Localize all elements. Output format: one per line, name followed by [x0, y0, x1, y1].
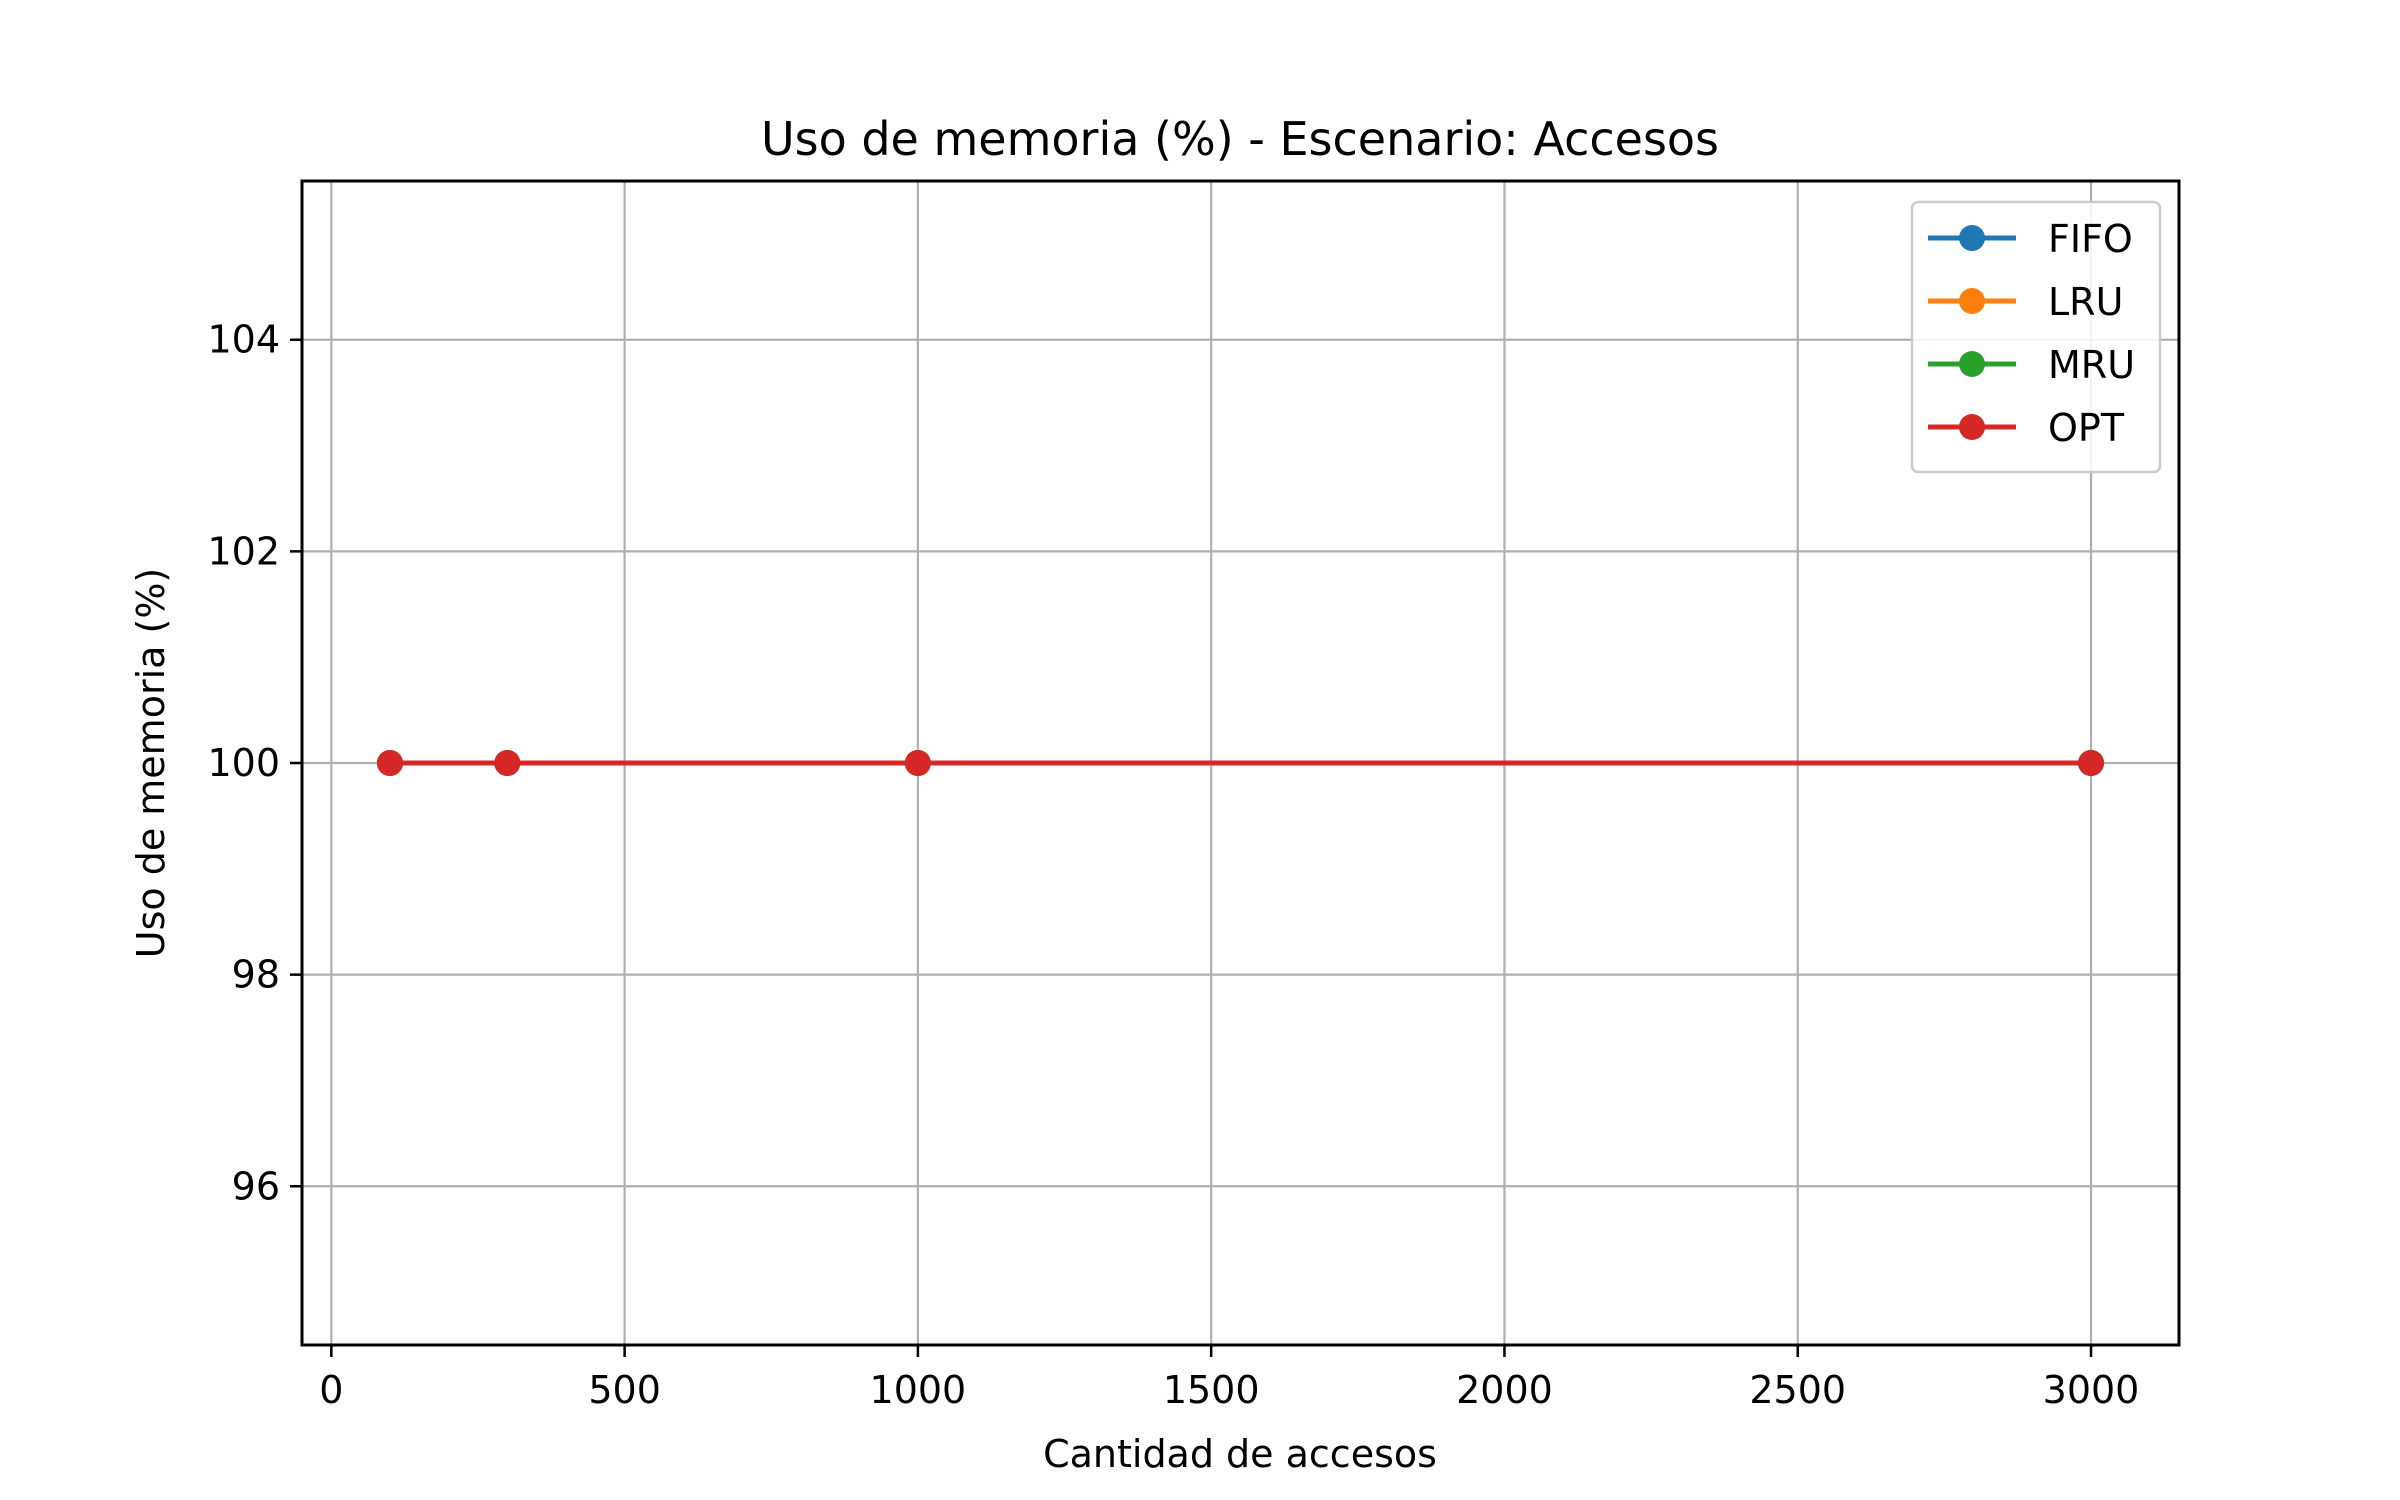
x-tick-label: 2500 — [1749, 1368, 1846, 1412]
chart-title: Uso de memoria (%) - Escenario: Accesos — [761, 112, 1719, 166]
legend-label: FIFO — [2048, 217, 2133, 261]
legend-box — [1910, 200, 2162, 474]
legend-swatch-marker — [1959, 351, 1985, 377]
legend-label: OPT — [2048, 406, 2125, 450]
legend-swatch-marker — [1959, 414, 1985, 440]
data-point-opt — [494, 750, 521, 776]
legend-item-mru: MRU — [1928, 343, 2135, 387]
legend-label: LRU — [2048, 280, 2123, 324]
legend-item-opt: OPT — [1928, 406, 2125, 450]
legend: FIFO LRU MRU OPT — [1910, 200, 2162, 474]
legend-swatch-marker — [1959, 288, 1985, 314]
x-tick-label: 1000 — [870, 1368, 967, 1412]
x-axis: 0 500 1000 1500 2000 2500 3000 — [319, 1345, 2139, 1412]
series-layer — [376, 750, 2105, 776]
y-axis: 96 98 100 102 104 — [207, 318, 302, 1208]
y-tick-label: 100 — [207, 741, 280, 785]
data-point-opt — [904, 750, 931, 776]
legend-item-fifo: FIFO — [1928, 217, 2133, 261]
y-tick-label: 102 — [207, 529, 280, 573]
x-tick-label: 500 — [588, 1368, 661, 1412]
y-axis-title: Uso de memoria (%) — [129, 568, 173, 958]
series-opt — [376, 750, 2105, 776]
y-tick-label: 104 — [207, 318, 280, 362]
legend-swatch-marker — [1959, 225, 1985, 251]
x-tick-label: 2000 — [1456, 1368, 1553, 1412]
legend-label: MRU — [2048, 343, 2135, 387]
x-axis-title: Cantidad de accesos — [1043, 1432, 1437, 1476]
y-tick-label: 98 — [232, 953, 280, 997]
y-tick-label: 96 — [232, 1164, 280, 1208]
data-point-opt — [376, 750, 403, 776]
x-tick-label: 1500 — [1163, 1368, 1260, 1412]
legend-item-lru: LRU — [1928, 280, 2123, 324]
x-tick-label: 3000 — [2043, 1368, 2140, 1412]
data-point-opt — [2078, 750, 2105, 776]
x-tick-label: 0 — [319, 1368, 343, 1412]
